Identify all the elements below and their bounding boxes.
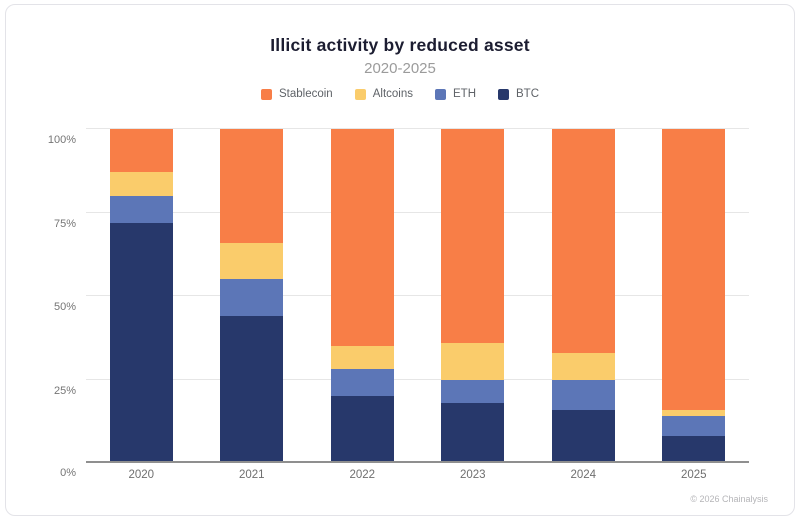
bars-container [86,129,749,463]
bar-2023 [441,129,505,463]
bar-segment-eth-2025 [662,416,726,437]
bar-segment-stablecoin-2020 [109,129,173,173]
legend-swatch-eth [435,88,446,100]
bar-segment-eth-2023 [441,379,505,403]
legend-label: Altcoins [372,88,413,100]
x-tick-label-2025: 2025 [680,469,707,481]
bar-segment-eth-2024 [551,379,615,410]
legend-swatch-btc [498,88,509,100]
x-tick-label-2020: 2020 [128,469,155,481]
bar-segment-btc-2025 [662,436,726,463]
bar-segment-btc-2024 [551,409,615,463]
legend-label: ETH [453,88,476,100]
legend-swatch-stablecoin [261,88,272,100]
legend-label: BTC [516,88,539,100]
bar-segment-btc-2020 [109,222,173,463]
y-tick-label: 25% [53,384,76,397]
x-tick-label-2023: 2023 [459,469,486,481]
bar-segment-altcoins-2020 [109,172,173,196]
y-tick-label: 0% [60,467,76,479]
bar-segment-eth-2021 [220,279,284,317]
legend-item-eth: ETH [435,88,476,100]
bar-segment-btc-2021 [220,316,284,463]
gridline-50: 50% [54,295,749,313]
bar-segment-altcoins-2023 [441,342,505,380]
x-tick-label-2024: 2024 [570,469,597,481]
legend-item-btc: BTC [498,88,539,100]
plot-area: 0% 25% 50% 75% 100% [48,128,749,479]
bar-segment-altcoins-2022 [330,346,394,370]
bar-2022 [330,129,394,463]
x-axis-baseline: 0% [60,461,749,479]
gridline-75: 75% [54,211,749,230]
legend: Stablecoin Altcoins ETH BTC [6,88,794,100]
legend-swatch-altcoins [354,88,366,100]
bar-segment-btc-2022 [330,396,394,463]
x-tick-label-2022: 2022 [349,469,376,481]
chart-card: Illicit activity by reduced asset 2020-2… [5,4,795,516]
bar-2025 [662,129,726,463]
chart-subtitle: 2020-2025 [364,60,436,77]
bar-2024 [551,129,615,463]
legend-label: Stablecoin [279,88,333,100]
bar-segment-stablecoin-2023 [441,129,505,343]
bar-segment-altcoins-2024 [551,352,615,380]
legend-item-altcoins: Altcoins [354,88,413,100]
bar-segment-btc-2023 [441,402,505,463]
chart-title: Illicit activity by reduced asset [270,35,530,55]
y-tick-label: 75% [53,217,76,230]
gridline-100: 100% [48,128,749,146]
x-axis-labels: 2020 2021 2022 2023 2024 2025 [86,469,749,481]
y-tick-label: 50% [53,301,76,313]
bar-2021 [220,129,284,463]
x-tick-label-2021: 2021 [238,469,265,481]
bar-segment-eth-2020 [109,195,173,223]
bar-2020 [109,129,173,463]
bar-segment-altcoins-2021 [220,242,284,280]
bar-segment-eth-2022 [330,369,394,397]
bar-segment-altcoins-2025 [662,409,726,417]
y-tick-label: 100% [47,134,76,146]
attribution-text: © 2026 Chainalysis [690,494,768,504]
bar-segment-stablecoin-2024 [551,129,615,353]
bar-segment-stablecoin-2022 [330,129,394,347]
bar-segment-stablecoin-2021 [220,129,284,243]
legend-item-stablecoin: Stablecoin [261,88,333,100]
bar-segment-stablecoin-2025 [662,129,726,410]
gridline-25: 25% [54,378,749,397]
